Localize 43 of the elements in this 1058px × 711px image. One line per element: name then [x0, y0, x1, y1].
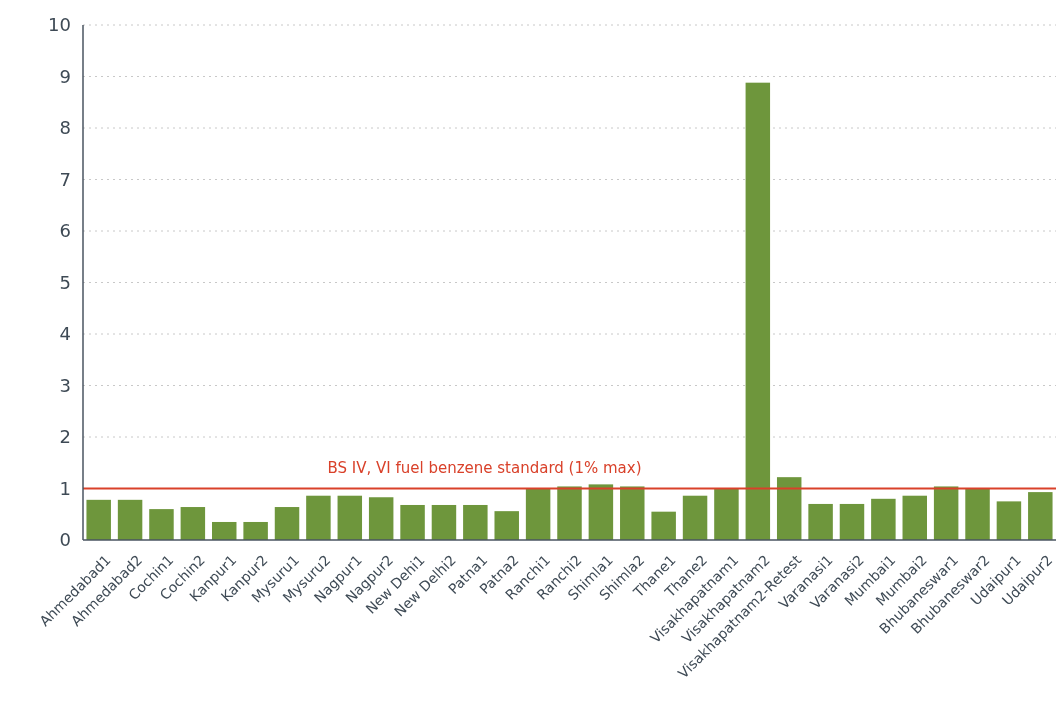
bar [243, 521, 268, 540]
y-tick-label: 5 [59, 271, 71, 293]
bar [902, 495, 927, 540]
bar [212, 521, 237, 540]
bar [86, 499, 111, 540]
bar [933, 486, 959, 540]
bar [776, 477, 802, 540]
y-tick-label: 1 [59, 477, 71, 499]
y-tick-label: 4 [59, 323, 71, 345]
bar [682, 495, 708, 540]
bar [463, 504, 488, 540]
bar [745, 82, 771, 540]
bar [149, 509, 174, 540]
bar [808, 503, 833, 540]
bar [494, 511, 519, 540]
bar [306, 495, 331, 540]
bar [274, 507, 300, 540]
y-tick-label: 9 [59, 65, 71, 87]
bar [996, 501, 1022, 540]
bar [965, 488, 990, 540]
bar [180, 507, 206, 540]
bar [117, 499, 143, 540]
bar [714, 488, 739, 540]
ref-line-label: BS IV, VI fuel benzene standard (1% max) [327, 458, 642, 477]
y-tick-label: 8 [59, 117, 71, 139]
bar [431, 504, 457, 540]
bar [525, 488, 551, 540]
bar [839, 503, 865, 540]
y-tick-label: 10 [48, 14, 71, 36]
bar [557, 486, 582, 540]
bar [1028, 492, 1053, 540]
y-tick-label: 6 [59, 220, 71, 242]
y-tick-label: 2 [59, 426, 71, 448]
y-tick-label: 3 [59, 374, 71, 396]
y-tick-label: 7 [59, 168, 71, 190]
bar [620, 486, 645, 540]
bar [400, 504, 425, 540]
bar [368, 497, 394, 540]
bar [588, 484, 614, 540]
bar [871, 498, 896, 540]
bar [337, 495, 363, 540]
y-tick-label: 0 [59, 529, 71, 551]
bar [651, 511, 676, 540]
